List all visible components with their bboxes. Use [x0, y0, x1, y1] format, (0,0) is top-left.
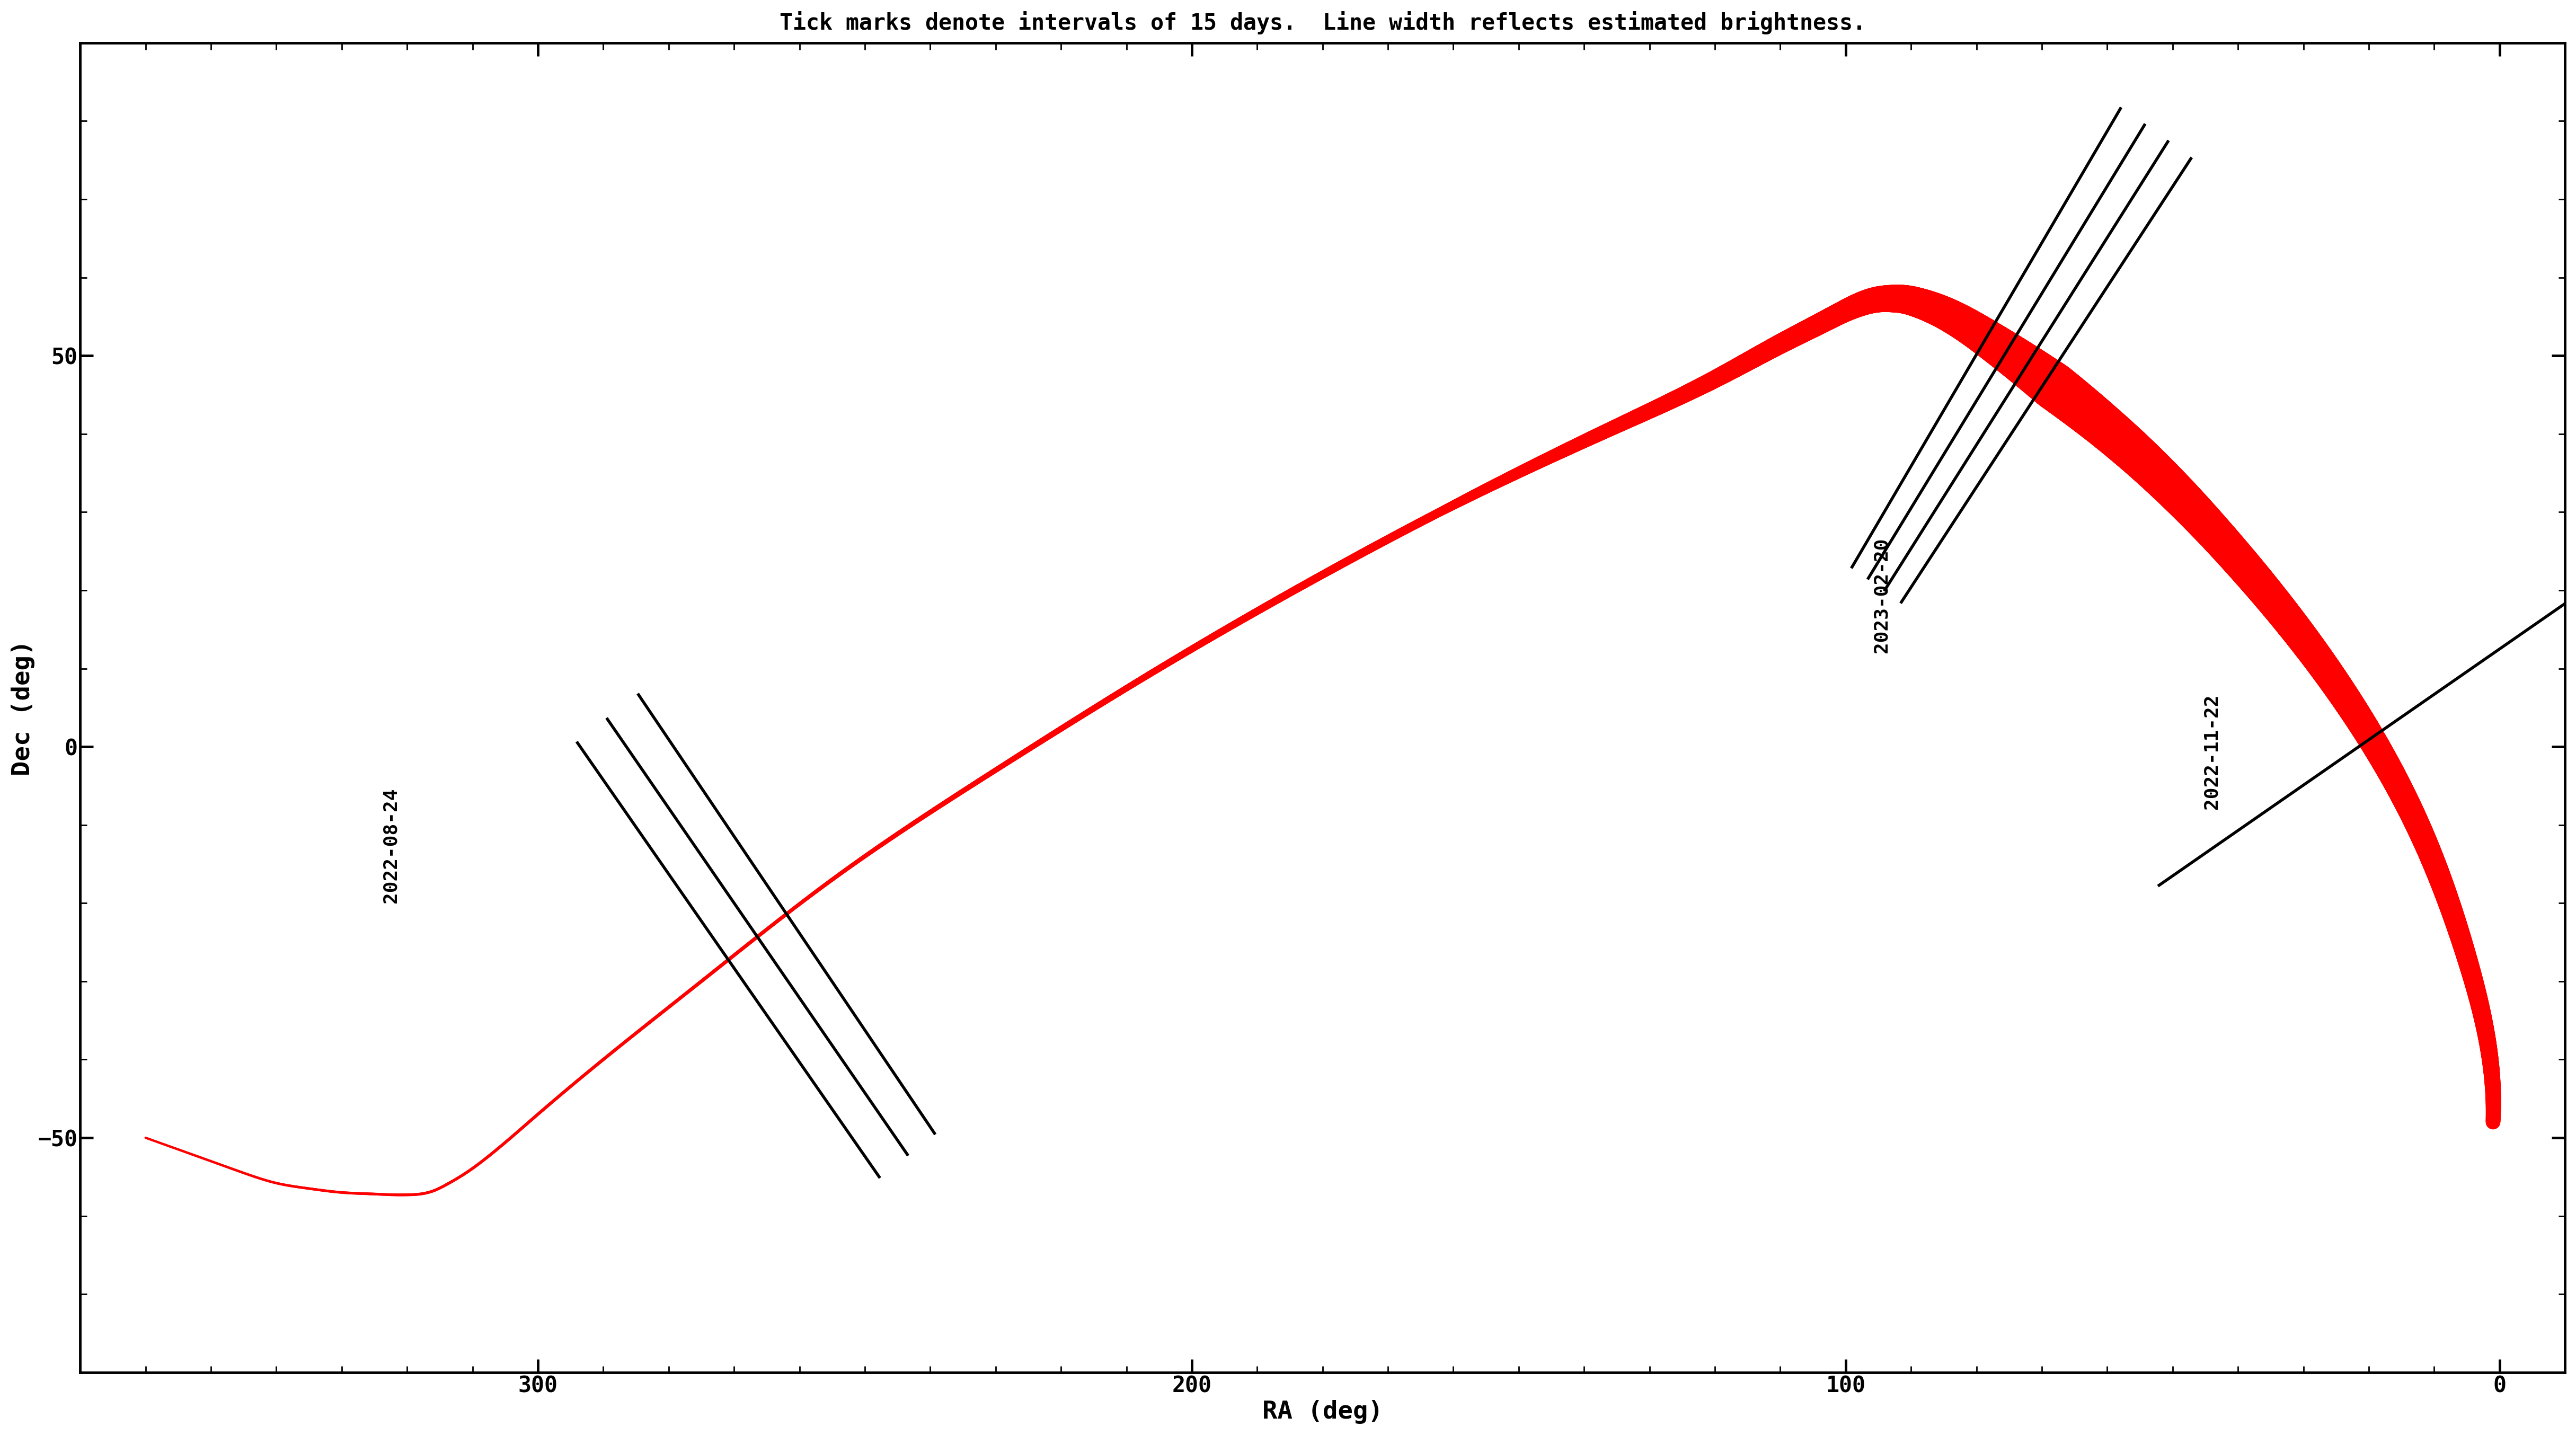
Text: 2023-02-20: 2023-02-20: [1873, 538, 1891, 653]
X-axis label: RA (deg): RA (deg): [1262, 1401, 1383, 1424]
Text: 2022-08-24: 2022-08-24: [381, 788, 399, 903]
Y-axis label: Dec (deg): Dec (deg): [10, 640, 36, 775]
Title: Tick marks denote intervals of 15 days.  Line width reflects estimated brightnes: Tick marks denote intervals of 15 days. …: [781, 11, 1865, 34]
Text: 2022-11-22: 2022-11-22: [2202, 695, 2221, 809]
